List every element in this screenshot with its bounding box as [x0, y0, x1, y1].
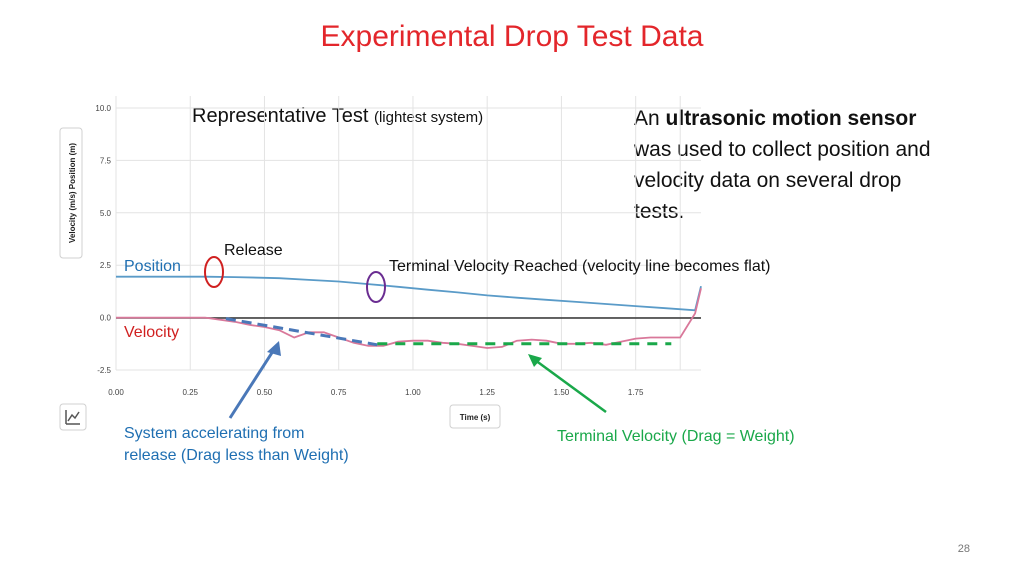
x-tick-label: 1.25 [479, 388, 495, 397]
terminal-circle-marker [366, 271, 386, 303]
representative-small: (lightest system) [373, 109, 484, 126]
velocity-label: Velocity [124, 324, 180, 341]
position-series-line [116, 275, 702, 312]
y-tick-label: 7.5 [100, 156, 112, 165]
x-tick-label: 1.75 [628, 388, 644, 397]
chart-tick-labels: 0.00 0.25 0.50 0.75 1.00 1.25 1.50 1.75 10.0 7.5 5… [95, 104, 644, 397]
slide-title: Experimental Drop Test Data [320, 20, 704, 53]
x-tick-label: 0.00 [108, 388, 124, 397]
representative-main: Representative Test [192, 105, 374, 127]
x-tick-label: 0.75 [331, 388, 347, 397]
line-chart-icon [65, 410, 80, 425]
position-label: Position [124, 258, 181, 275]
accelerating-line-1: System accelerating from [124, 425, 305, 442]
x-axis-title: Time (s) [460, 413, 491, 422]
y-tick-label: -2.5 [97, 366, 111, 375]
sensor-description: An ultrasonic motion sensor was used to … [634, 103, 954, 227]
y-tick-label: 10.0 [95, 104, 111, 113]
desc-prefix: An [634, 107, 666, 130]
release-label: Release [224, 242, 283, 259]
terminal-reached-label: Terminal Velocity Reached (velocity line… [389, 258, 771, 275]
x-tick-label: 1.00 [405, 388, 421, 397]
release-circle-marker [204, 256, 224, 288]
representative-test-label: Representative Test (lightest system) [192, 105, 483, 128]
y-tick-label: 0.0 [100, 314, 112, 323]
y-axis-title-box [59, 127, 83, 259]
accelerating-note: System accelerating from release (Drag l… [124, 423, 349, 467]
terminal-arrow-head [528, 354, 542, 367]
x-tick-label: 0.50 [257, 388, 273, 397]
acceleration-arrow-head [267, 341, 281, 356]
y-axis-title: Velocity (m/s) Position (m) [68, 143, 77, 243]
x-tick-label: 0.25 [182, 388, 198, 397]
x-axis-title-box [449, 404, 501, 429]
chart-grid [115, 96, 701, 371]
terminal-arrow [534, 358, 607, 414]
acceleration-arrow [228, 347, 277, 419]
velocity-series-line [116, 288, 702, 349]
y-tick-label: 5.0 [100, 209, 112, 218]
desc-rest: was used to collect position and velocit… [634, 138, 931, 223]
y-tick-label: 2.5 [100, 261, 112, 270]
page-number: 28 [957, 543, 970, 555]
terminal-drag-note: Terminal Velocity (Drag = Weight) [557, 428, 795, 445]
x-tick-label: 1.50 [554, 388, 570, 397]
accelerating-line-2: release (Drag less than Weight) [124, 447, 349, 464]
desc-bold: ultrasonic motion sensor [665, 107, 917, 130]
acceleration-trend-dashes [225, 317, 378, 347]
